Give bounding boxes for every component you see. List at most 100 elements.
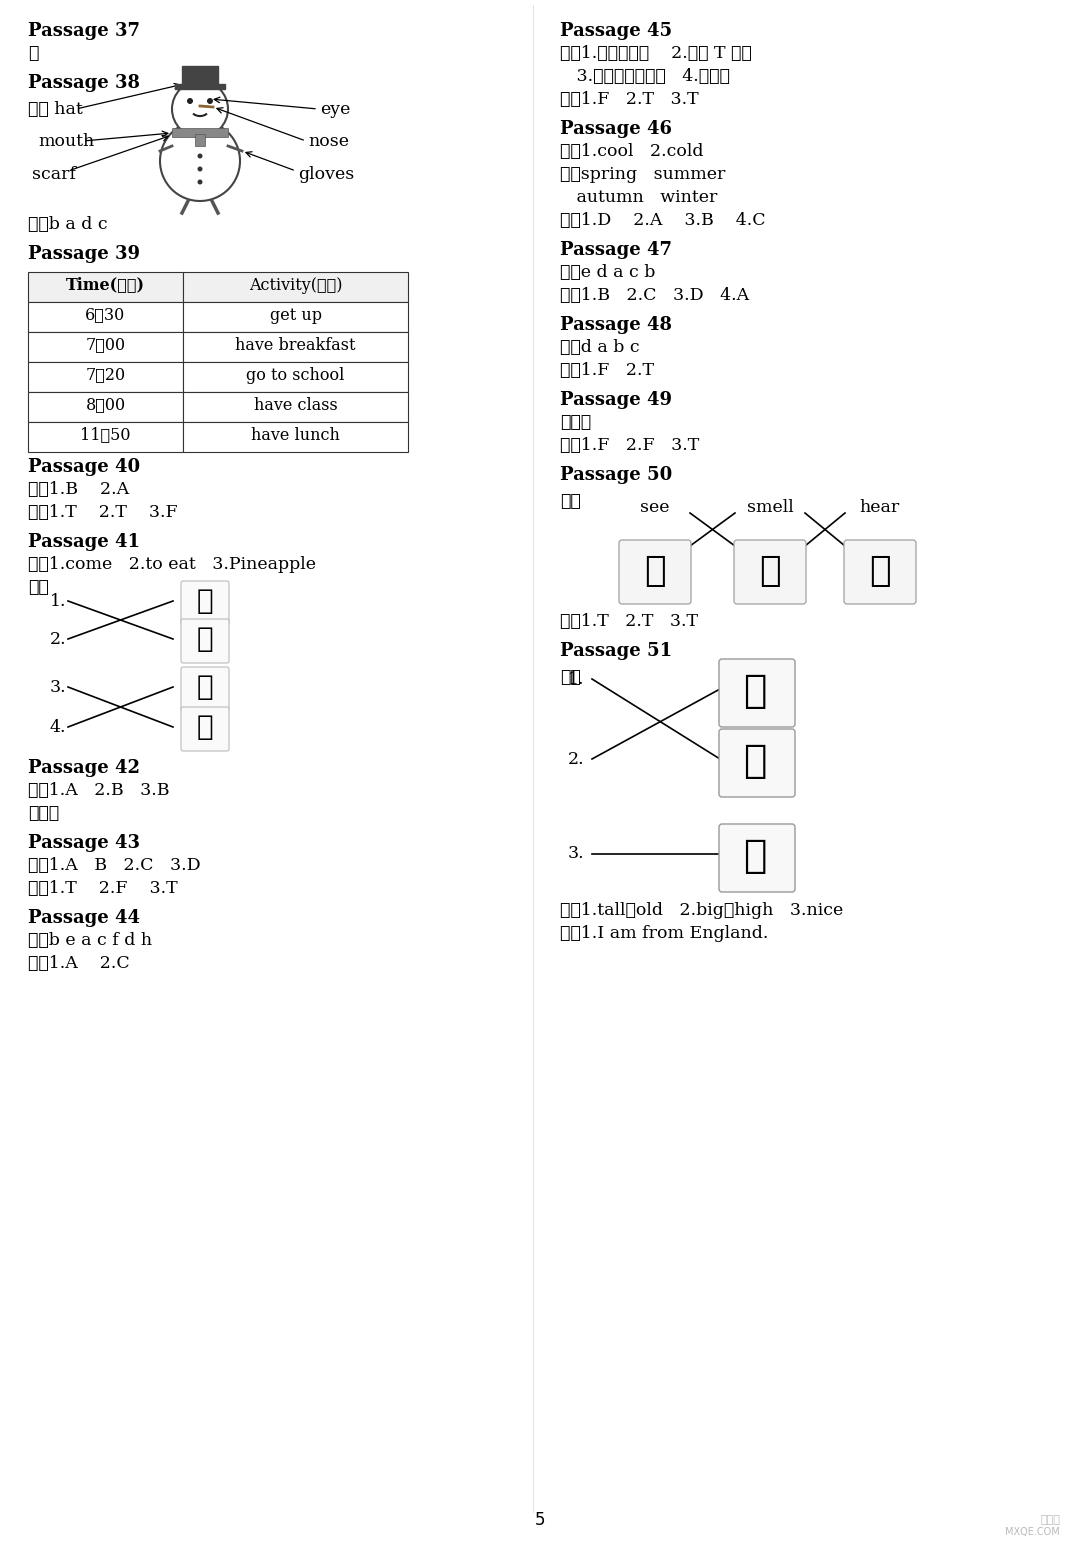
Bar [183, 333, 408, 362]
Text: 一、1.B    2.A: 一、1.B 2.A [28, 481, 130, 498]
Text: see: see [640, 500, 670, 517]
Text: Passage 48: Passage 48 [561, 316, 672, 334]
Text: Passage 45: Passage 45 [561, 22, 672, 40]
Text: 7：00: 7：00 [85, 337, 125, 354]
Text: 二、1.F   2.T   3.T: 二、1.F 2.T 3.T [561, 91, 699, 108]
Text: 一、略: 一、略 [561, 415, 591, 432]
Text: Passage 43: Passage 43 [28, 834, 140, 852]
Text: 🎡: 🎡 [743, 671, 767, 710]
Text: 3.: 3. [50, 679, 67, 696]
Text: have class: have class [254, 396, 337, 413]
Text: 一、d a b c: 一、d a b c [561, 339, 639, 356]
Text: 8：00: 8：00 [85, 396, 125, 413]
Text: Passage 47: Passage 47 [561, 241, 672, 258]
Text: 11：50: 11：50 [80, 427, 131, 444]
Circle shape [160, 121, 240, 201]
Text: 二、spring   summer: 二、spring summer [561, 166, 726, 183]
Text: 一、 hat: 一、 hat [28, 101, 83, 118]
Bar [28, 333, 183, 362]
Bar [172, 128, 228, 138]
Text: eye: eye [320, 101, 350, 118]
Text: 1.: 1. [50, 593, 67, 610]
FancyBboxPatch shape [181, 582, 229, 625]
Bar [183, 67, 218, 87]
Circle shape [187, 97, 193, 104]
Text: 二、1.T    2.T    3.F: 二、1.T 2.T 3.F [28, 504, 177, 521]
Bar [28, 422, 183, 452]
Text: Passage 42: Passage 42 [28, 760, 140, 777]
Text: 🧕: 🧕 [644, 554, 665, 588]
Text: 🍎: 🍎 [197, 586, 214, 616]
Text: Passage 50: Passage 50 [561, 466, 672, 484]
Text: 一、: 一、 [561, 493, 581, 511]
Text: smell: smell [746, 500, 794, 517]
Bar [183, 272, 408, 302]
Text: Time(时间): Time(时间) [66, 277, 145, 294]
Text: hear: hear [860, 500, 900, 517]
Bar [28, 302, 183, 333]
Bar [28, 272, 183, 302]
Text: 一、1.A   B   2.C   3.D: 一、1.A B 2.C 3.D [28, 857, 201, 874]
Circle shape [198, 179, 203, 184]
FancyBboxPatch shape [843, 540, 916, 603]
Text: 7：20: 7：20 [85, 367, 125, 384]
Text: Passage 38: Passage 38 [28, 74, 140, 91]
Text: mouth: mouth [38, 133, 94, 150]
Text: 二、1.F   2.F   3.T: 二、1.F 2.F 3.T [561, 436, 699, 453]
Text: 二、1.F   2.T: 二、1.F 2.T [561, 362, 654, 379]
Bar [28, 362, 183, 391]
FancyBboxPatch shape [719, 729, 795, 797]
Text: go to school: go to school [246, 367, 345, 384]
Text: have lunch: have lunch [251, 427, 340, 444]
Text: 3.: 3. [568, 846, 584, 863]
Text: 1.: 1. [568, 670, 584, 687]
Text: 2.: 2. [50, 631, 67, 648]
Bar [175, 84, 225, 90]
Bar [28, 391, 183, 422]
Text: 2.: 2. [568, 750, 584, 767]
FancyBboxPatch shape [181, 667, 229, 712]
Text: Passage 44: Passage 44 [28, 910, 140, 927]
Text: Passage 41: Passage 41 [28, 534, 140, 551]
Text: Activity(活动): Activity(活动) [248, 277, 342, 294]
FancyBboxPatch shape [619, 540, 691, 603]
Text: 二、: 二、 [28, 579, 49, 596]
Text: 🍉: 🍉 [197, 713, 214, 741]
Text: 二、1.A    2.C: 二、1.A 2.C [28, 954, 130, 972]
Text: 二、略: 二、略 [28, 804, 59, 821]
Circle shape [207, 97, 213, 104]
Bar [183, 391, 408, 422]
Text: 二、1.T    2.F    3.T: 二、1.T 2.F 3.T [28, 880, 177, 897]
Text: 略: 略 [28, 45, 39, 62]
Circle shape [172, 80, 228, 138]
Bar [183, 302, 408, 333]
Text: Passage 40: Passage 40 [28, 458, 140, 476]
Text: 二、1.B   2.C   3.D   4.A: 二、1.B 2.C 3.D 4.A [561, 288, 750, 305]
Text: Passage 39: Passage 39 [28, 244, 140, 263]
Text: 一、e d a c b: 一、e d a c b [561, 265, 656, 282]
Text: 🔍: 🔍 [869, 554, 891, 588]
Text: 6：30: 6：30 [85, 306, 125, 323]
Text: 二、1.tall、old   2.big、high   3.nice: 二、1.tall、old 2.big、high 3.nice [561, 902, 843, 919]
Bar [195, 135, 205, 145]
Text: 4.: 4. [50, 718, 67, 735]
Text: 5: 5 [535, 1511, 545, 1528]
Text: 一、1.come   2.to eat   3.Pineapple: 一、1.come 2.to eat 3.Pineapple [28, 555, 316, 572]
Text: 🕵: 🕵 [759, 554, 781, 588]
FancyBboxPatch shape [734, 540, 806, 603]
Text: Passage 49: Passage 49 [561, 391, 672, 408]
Text: get up: get up [270, 306, 322, 323]
Text: nose: nose [308, 133, 349, 150]
Text: 一、1.cool   2.cold: 一、1.cool 2.cold [561, 142, 703, 159]
Circle shape [198, 153, 203, 158]
Text: 一、1.A   2.B   3.B: 一、1.A 2.B 3.B [28, 781, 170, 798]
Text: have breakfast: have breakfast [235, 337, 355, 354]
Text: 一、1.又高又强壮    2.蓝色 T 恤衫: 一、1.又高又强壮 2.蓝色 T 恤衫 [561, 45, 752, 62]
FancyBboxPatch shape [181, 619, 229, 664]
FancyBboxPatch shape [719, 825, 795, 893]
Text: 🍌: 🍌 [197, 625, 214, 653]
Text: 答案圈: 答案圈 [1040, 1515, 1059, 1525]
Text: Passage 37: Passage 37 [28, 22, 140, 40]
Bar [183, 422, 408, 452]
Text: 三、1.T   2.T   3.T: 三、1.T 2.T 3.T [561, 613, 698, 630]
